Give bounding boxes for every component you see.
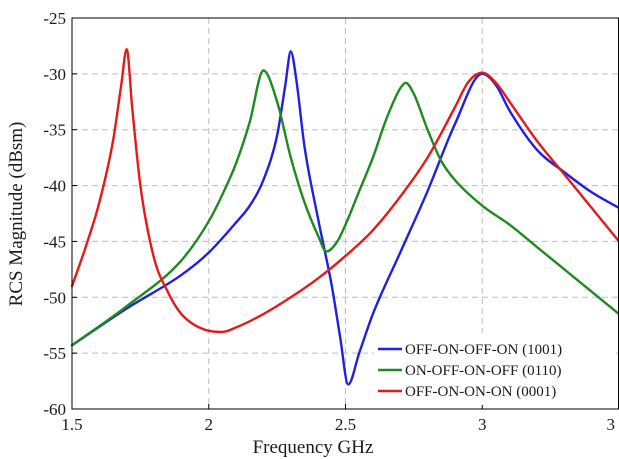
x-tick-label: 2.5	[335, 415, 356, 434]
y-tick-label: -30	[43, 65, 66, 84]
x-axis-ticks: 1.5 2 2.5 3 3	[61, 404, 619, 434]
y-tick-label: -35	[43, 121, 66, 140]
series-line-2	[70, 48, 619, 334]
y-tick-label: -60	[43, 400, 66, 419]
series-lines	[70, 48, 619, 386]
y-tick-label: -40	[43, 177, 66, 196]
y-tick-label: -50	[43, 288, 66, 307]
grid	[72, 18, 619, 409]
legend-label: OFF-ON-OFF-ON (1001)	[405, 342, 562, 358]
x-tick-label: 1.5	[61, 415, 82, 434]
y-tick-label: -45	[43, 232, 66, 251]
x-tick-label: 2	[205, 415, 214, 434]
legend-label: ON-OFF-ON-OFF (0110)	[405, 363, 562, 379]
x-tick-label: 3	[607, 415, 616, 434]
legend: OFF-ON-OFF-ON (1001) ON-OFF-ON-OFF (0110)…	[374, 333, 616, 405]
series-line-0	[70, 50, 619, 386]
legend-box	[374, 333, 616, 405]
x-axis-title: Frequency GHz	[253, 437, 374, 458]
series-line-1	[70, 69, 619, 347]
legend-label: OFF-ON-ON-ON (0001)	[405, 384, 556, 400]
x-tick-label: 3	[478, 415, 487, 434]
y-axis-ticks: -60 -55 -50 -45 -40 -35 -30 -25	[43, 9, 77, 419]
legend-items: OFF-ON-OFF-ON (1001) ON-OFF-ON-OFF (0110)…	[378, 342, 562, 400]
y-tick-label: -25	[43, 9, 66, 28]
y-axis-title: RCS Magnitude (dBsm)	[6, 122, 27, 307]
y-tick-label: -55	[43, 344, 66, 363]
